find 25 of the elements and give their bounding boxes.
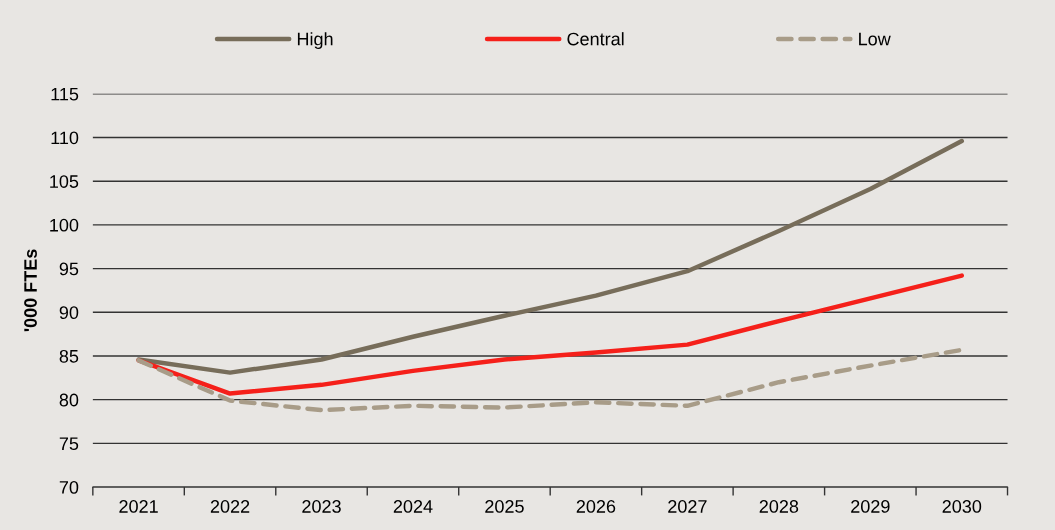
y-tick-label: 90: [59, 306, 79, 320]
y-tick-label: 105: [50, 175, 79, 188]
x-tick-label: 2029: [851, 500, 890, 513]
line-series: [136, 138, 965, 375]
y-tick-label: 70: [59, 481, 79, 494]
x-tick-label: 2022: [210, 500, 250, 513]
x-tick-label: 2030: [942, 500, 982, 513]
legend-label: Low: [859, 32, 891, 46]
x-tick-label: 2023: [302, 500, 341, 513]
x-tick-label: 2026: [576, 500, 616, 513]
y-tick-label: 95: [59, 262, 79, 276]
y-tick-label: 100: [50, 218, 79, 232]
y-axis-title: '000 FTEs: [24, 249, 37, 332]
y-tick-label: 110: [51, 131, 79, 145]
y-tick-label: 75: [59, 437, 79, 451]
x-tick-label: 2027: [668, 500, 707, 513]
y-tick-label: 85: [59, 349, 79, 363]
y-tick-label: 80: [59, 393, 79, 407]
legend-label: High: [297, 32, 333, 49]
y-tick-label: 115: [51, 87, 79, 101]
x-tick-label: 2028: [759, 500, 799, 513]
x-tick-label: 2024: [393, 500, 433, 513]
legend-label: Central: [567, 32, 624, 46]
x-tick-label: 2025: [485, 500, 524, 513]
x-tick-label: 2021: [119, 500, 158, 513]
